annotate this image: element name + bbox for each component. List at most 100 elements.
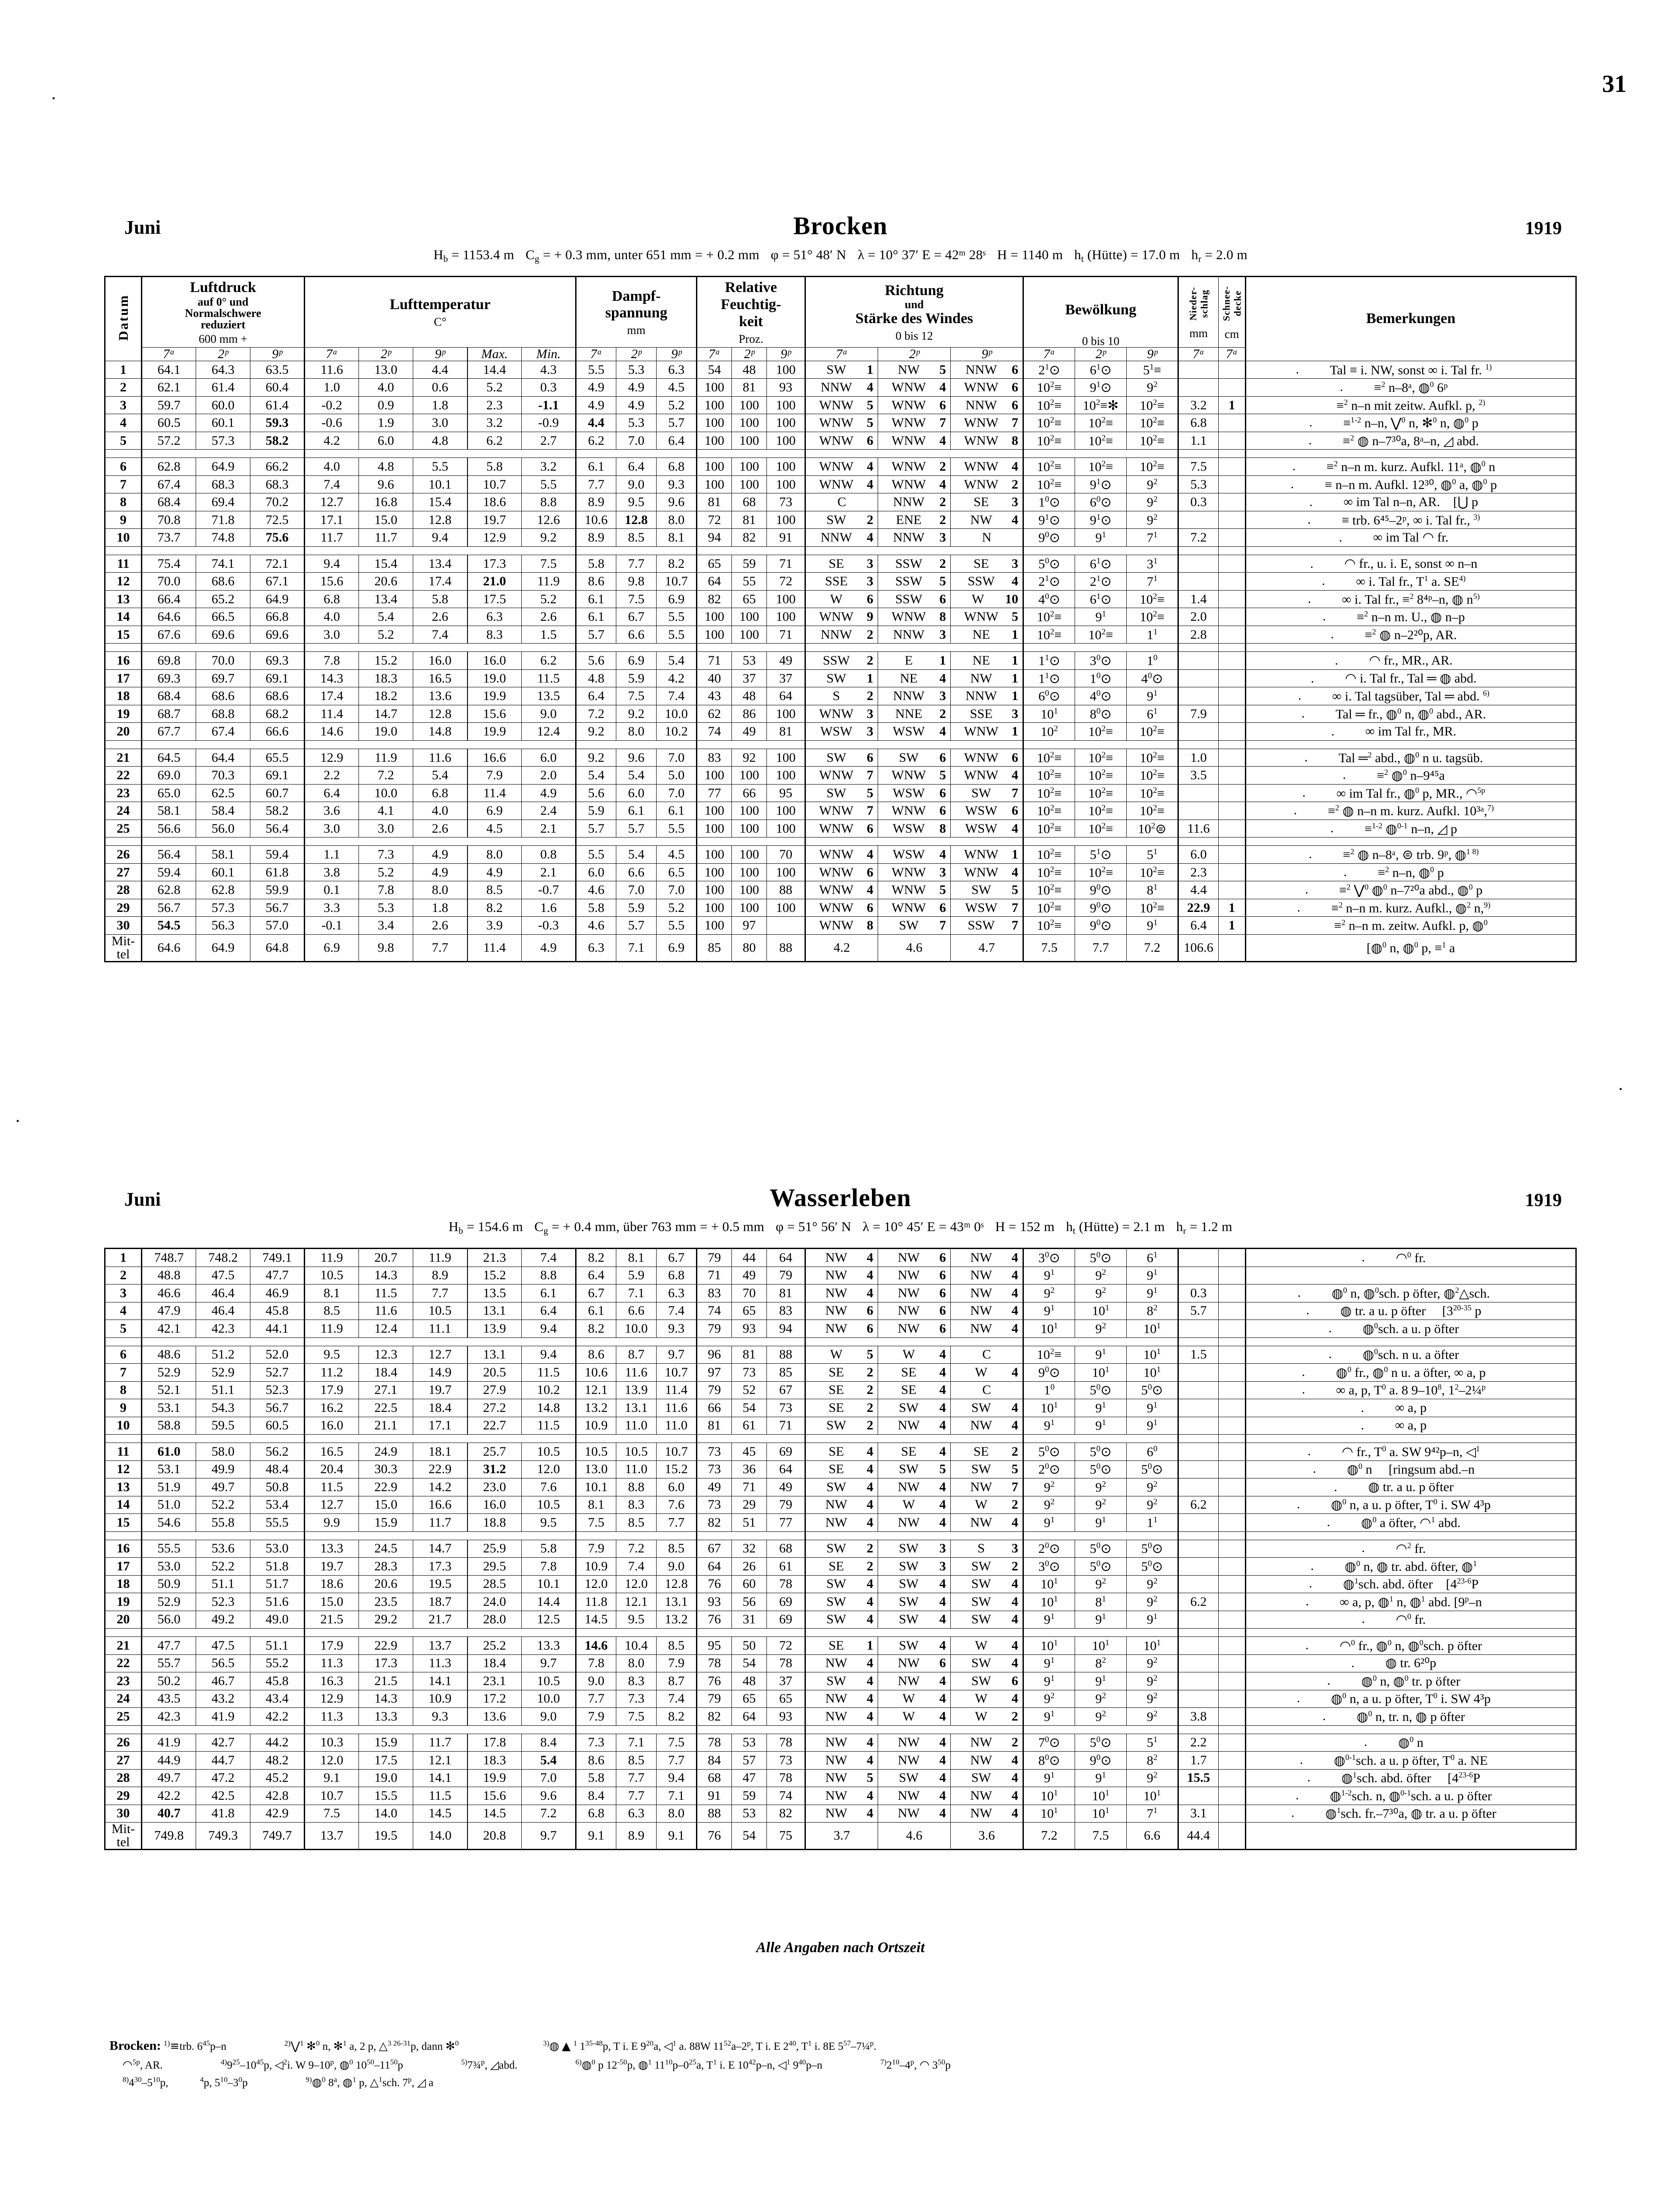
cell-remarks: . ◍1sch. abd. öfter [423-6P bbox=[1245, 1769, 1577, 1787]
cell-humidity-0: 54 bbox=[696, 360, 732, 379]
cell-temp-2: 4.8 bbox=[413, 431, 468, 450]
cell-temp-max: 14.5 bbox=[467, 1804, 522, 1823]
cell-wind-1: WNW 8 bbox=[878, 608, 951, 626]
cell-vapour-1: 8.8 bbox=[616, 1478, 657, 1496]
cell-humidity-1: 26 bbox=[731, 1557, 767, 1576]
cell-wind-0: SW 2 bbox=[805, 510, 879, 529]
cell-wind-1: SSW 5 bbox=[878, 572, 951, 591]
cell-cloud-1: 91 bbox=[1075, 1345, 1127, 1364]
cell-precipitation bbox=[1177, 1610, 1219, 1629]
cell-precipitation bbox=[1177, 572, 1219, 591]
table-row: 21 47.7 47.5 51.1 17.9 22.9 13.7 25.2 13.3 14.6 10… bbox=[104, 1636, 1577, 1655]
cell-wind-1: SW 4 bbox=[878, 1636, 951, 1655]
cell-vapour-2: 7.4 bbox=[656, 687, 697, 705]
cell-remarks: . ≡1-2 ◍0-1 n–n, ◿ p bbox=[1245, 819, 1577, 838]
cell-pressure-1: 59.5 bbox=[196, 1416, 250, 1435]
station-titlebar: Juni Brocken 1919 Hb = 1153.4 m Cg = + 0.… bbox=[104, 210, 1577, 276]
cell-wind-0: NW 4 bbox=[805, 1266, 878, 1285]
cell-vapour-0: 6.8 bbox=[575, 1804, 616, 1823]
cell-temp-min: 2.1 bbox=[521, 863, 576, 882]
cell-snowdepth bbox=[1218, 863, 1246, 882]
cell-temp-max: 16.6 bbox=[467, 748, 522, 767]
cell-pressure-0: 40.7 bbox=[141, 1804, 196, 1823]
cell-cloud-2: 51 bbox=[1126, 1733, 1178, 1752]
cell-cloud-2: 101 bbox=[1126, 1787, 1178, 1805]
table-spacer-row bbox=[104, 1628, 1577, 1637]
cell-pressure-1: 57.3 bbox=[196, 431, 250, 450]
cell-wind-0: SSW 2 bbox=[805, 651, 879, 670]
cell-remarks: . ≡2 ◍ n–2²⁰p, AR. bbox=[1245, 625, 1577, 644]
cell-temp-1: 18.2 bbox=[358, 687, 414, 705]
cell-pressure-2: 68.2 bbox=[250, 704, 305, 723]
cell-day: 8 bbox=[104, 493, 142, 511]
cell-temp-max: 17.8 bbox=[467, 1733, 522, 1752]
cell-temp-2: 19.7 bbox=[413, 1381, 467, 1399]
cell-precipitation bbox=[1177, 1557, 1219, 1576]
cell-temp-max: 5.8 bbox=[467, 458, 522, 476]
cell-windmean-0: 3.7 bbox=[805, 1822, 878, 1850]
cell-temp-2: 11.7 bbox=[413, 1513, 467, 1532]
station-titlebar: Juni Wasserleben 1919 Hb = 154.6 m Cg = +… bbox=[104, 1182, 1577, 1248]
meta-h: 152 m bbox=[1019, 1219, 1055, 1234]
cell-precipitation bbox=[1177, 1636, 1219, 1655]
cell-vapour-2: 9.4 bbox=[656, 1769, 697, 1787]
cell-cloud-1: 101 bbox=[1075, 1804, 1127, 1823]
cell-pressure-2: 53.0 bbox=[250, 1539, 305, 1558]
cell-temp-1: 11.5 bbox=[358, 1284, 413, 1302]
cell-pressure-0: 51.9 bbox=[141, 1478, 196, 1496]
cell-cloud-1: 91⊙ bbox=[1075, 475, 1127, 494]
cell-cloud-1: 10⊙ bbox=[1075, 669, 1127, 688]
cell-day: 30 bbox=[104, 1804, 142, 1823]
cell-vapour-1: 7.3 bbox=[616, 1689, 657, 1708]
table-row: 22 55.7 56.5 55.2 11.3 17.3 11.3 18.4 9.7 7.8 8.0 7… bbox=[104, 1654, 1577, 1672]
cell-wind-2: NW 4 bbox=[950, 1787, 1023, 1805]
cell-precipitation: 11.6 bbox=[1177, 819, 1219, 838]
cell-cloud-1: 102≡ bbox=[1075, 748, 1127, 767]
cell-cloud-0: 101 bbox=[1023, 1575, 1075, 1593]
cell-vapour-2: 5.4 bbox=[656, 651, 697, 670]
cell-temp-2: 2.6 bbox=[413, 819, 468, 838]
cell-cloud-1: 102≡ bbox=[1075, 863, 1127, 882]
cell-temp-1: 14.0 bbox=[358, 1804, 413, 1823]
cell-vapour-2: 11.0 bbox=[656, 1416, 697, 1435]
cell-pressure-1: 53.6 bbox=[196, 1539, 250, 1558]
cell-wind-0: NW 4 bbox=[805, 1513, 878, 1532]
cell-cloud-1: 91 bbox=[1075, 1399, 1127, 1417]
sub-temp-9p: 9ᵖ bbox=[413, 347, 468, 361]
sub-temp-7a: 7ᵃ bbox=[304, 347, 359, 361]
cell-temp-0: 10.7 bbox=[304, 1787, 359, 1805]
cell-pressure-1: 51.1 bbox=[196, 1381, 250, 1399]
cell-pressure-1: 44.7 bbox=[196, 1751, 250, 1770]
cell-windmean-0: 4.2 bbox=[805, 934, 879, 962]
cell-cloud-2: 102≡ bbox=[1126, 802, 1179, 820]
cell-remarks: . ≡2 n–n, ◍0 p bbox=[1245, 863, 1577, 882]
cell-snowdepth bbox=[1218, 934, 1246, 962]
cell-temp-0: 16.0 bbox=[304, 1416, 359, 1435]
table-row: 18 68.4 68.6 68.6 17.4 18.2 13.6 19.9 13.5 6.4 7.5… bbox=[104, 687, 1577, 705]
cell-day: 29 bbox=[104, 1787, 142, 1805]
cell-vapour-0: 5.7 bbox=[575, 819, 617, 838]
cell-vapour-0: 4.9 bbox=[575, 396, 617, 415]
cell-temp-max: 19.0 bbox=[467, 669, 522, 688]
cell-pressure-0: 42.1 bbox=[141, 1320, 196, 1338]
cell-snowdepth bbox=[1218, 1302, 1246, 1320]
cell-precipitation bbox=[1177, 1654, 1219, 1672]
cell-wind-0: SW 6 bbox=[805, 748, 879, 767]
cell-wind-2: NW 1 bbox=[950, 669, 1024, 688]
cell-vapour-2: 10.7 bbox=[656, 1443, 697, 1461]
cell-cloud-2: 102≡ bbox=[1126, 863, 1179, 882]
cell-temp-2: 12.8 bbox=[413, 510, 468, 529]
cell-temp-1: 15.2 bbox=[358, 651, 414, 670]
cell-temp-2: 18.7 bbox=[413, 1593, 467, 1611]
table-row: 15 54.6 55.8 55.5 9.9 15.9 11.7 18.8 9.5 7.5 8.5 7.… bbox=[104, 1513, 1577, 1532]
cell-day: 2 bbox=[104, 378, 142, 397]
cell-remarks: . ◍0 n, a u. p öfter, T0 i. SW 4³p bbox=[1245, 1689, 1577, 1708]
cell-wind-2: WSW 6 bbox=[950, 802, 1024, 820]
cell-vapour-0: 4.9 bbox=[575, 378, 617, 397]
cell-temp-1: 7.2 bbox=[358, 766, 414, 785]
cell-vapour-0: 9.2 bbox=[575, 748, 617, 767]
cell-snowdepth bbox=[1218, 1575, 1246, 1593]
cell-wind-1: WNW 6 bbox=[878, 802, 951, 820]
sub-wind-9p: 9ᵖ bbox=[950, 347, 1024, 361]
